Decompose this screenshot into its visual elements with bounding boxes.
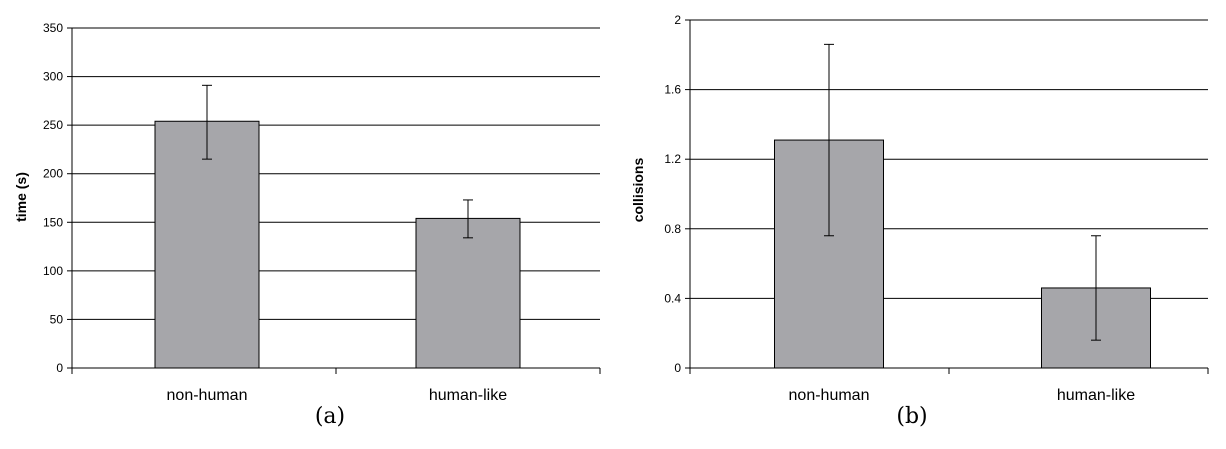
x-category-label: non-human bbox=[167, 387, 248, 404]
y-tick-label: 0 bbox=[674, 361, 681, 375]
y-tick-label: 2 bbox=[674, 13, 681, 27]
y-axis-label: collisions bbox=[630, 158, 646, 223]
y-tick-label: 0.8 bbox=[664, 222, 681, 236]
y-tick-label: 100 bbox=[43, 264, 63, 278]
y-tick-label: 0.4 bbox=[664, 291, 681, 305]
bar-non-human bbox=[154, 120, 260, 369]
panel-caption: (b) bbox=[896, 404, 927, 429]
y-tick-label: 150 bbox=[43, 215, 63, 229]
y-tick-label: 250 bbox=[43, 118, 63, 132]
y-axis-label: time (s) bbox=[13, 172, 29, 222]
y-tick-label: 0 bbox=[56, 361, 63, 375]
y-tick-label: 1.6 bbox=[664, 83, 681, 97]
panel-caption: (a) bbox=[315, 404, 345, 429]
x-category-label: human-like bbox=[429, 387, 507, 404]
chart-2: 0 0.4 0.8 1.2 1.6 2 non-human human-like collisi… bbox=[630, 13, 1209, 429]
y-tick-label: 300 bbox=[43, 70, 63, 84]
x-category-label: non-human bbox=[789, 387, 870, 404]
y-tick-label: 1.2 bbox=[664, 152, 681, 166]
y-tick-label: 50 bbox=[50, 312, 64, 326]
bar-human-like bbox=[415, 217, 521, 369]
chart-1: 0 50 100 150 200 250 300 350 non-human human-like… bbox=[13, 21, 601, 429]
y-tick-label: 350 bbox=[43, 21, 63, 35]
y-tick-label: 200 bbox=[43, 167, 63, 181]
x-category-label: human-like bbox=[1057, 387, 1135, 404]
